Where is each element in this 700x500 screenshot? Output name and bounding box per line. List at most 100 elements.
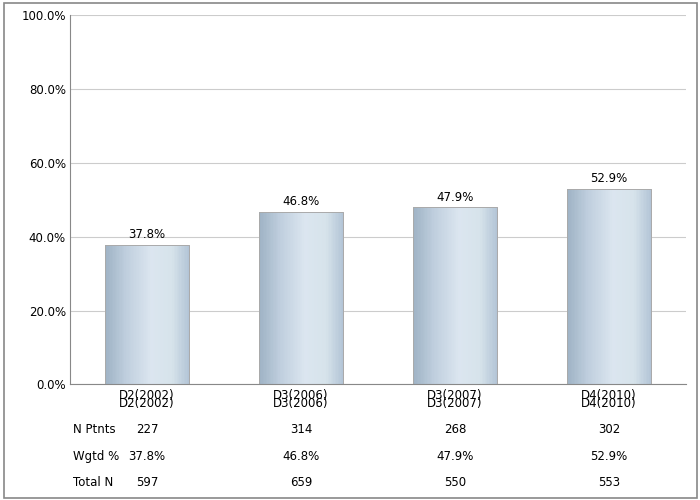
- Bar: [435, 208, 437, 384]
- Bar: [266, 212, 267, 384]
- Bar: [329, 212, 331, 384]
- Bar: [648, 189, 650, 384]
- Text: 37.8%: 37.8%: [128, 450, 166, 462]
- Bar: [274, 212, 276, 384]
- Bar: [188, 245, 190, 384]
- Bar: [293, 212, 295, 384]
- Bar: [634, 189, 636, 384]
- Bar: [480, 208, 482, 384]
- Bar: [594, 189, 595, 384]
- Bar: [483, 208, 485, 384]
- Bar: [336, 212, 338, 384]
- Bar: [623, 189, 625, 384]
- Bar: [185, 245, 187, 384]
- Bar: [312, 212, 314, 384]
- Bar: [157, 245, 159, 384]
- Bar: [638, 189, 640, 384]
- Bar: [631, 189, 634, 384]
- Bar: [186, 245, 188, 384]
- Bar: [575, 189, 577, 384]
- Bar: [308, 212, 310, 384]
- Bar: [132, 245, 133, 384]
- Bar: [168, 245, 170, 384]
- Bar: [445, 208, 447, 384]
- Bar: [484, 208, 486, 384]
- Bar: [314, 212, 316, 384]
- Bar: [269, 212, 270, 384]
- Bar: [169, 245, 172, 384]
- Bar: [619, 189, 621, 384]
- Bar: [294, 212, 296, 384]
- Text: D3(2006): D3(2006): [273, 397, 329, 410]
- Bar: [603, 189, 606, 384]
- Text: D3(2007): D3(2007): [427, 397, 483, 410]
- Bar: [123, 245, 125, 384]
- Bar: [592, 189, 594, 384]
- Text: 37.8%: 37.8%: [128, 228, 166, 241]
- Bar: [115, 245, 116, 384]
- Bar: [573, 189, 574, 384]
- Bar: [479, 208, 481, 384]
- Bar: [462, 208, 464, 384]
- Bar: [129, 245, 130, 384]
- Bar: [322, 212, 324, 384]
- Bar: [451, 208, 453, 384]
- Bar: [109, 245, 111, 384]
- Bar: [307, 212, 309, 384]
- Bar: [283, 212, 284, 384]
- Bar: [305, 212, 307, 384]
- Bar: [414, 208, 416, 384]
- Text: 47.9%: 47.9%: [436, 450, 474, 462]
- Text: 46.8%: 46.8%: [282, 450, 320, 462]
- Bar: [447, 208, 449, 384]
- Bar: [326, 212, 328, 384]
- Bar: [598, 189, 600, 384]
- Bar: [141, 245, 144, 384]
- Bar: [584, 189, 585, 384]
- Bar: [605, 189, 607, 384]
- Bar: [143, 245, 145, 384]
- Bar: [629, 189, 631, 384]
- Bar: [413, 208, 414, 384]
- Bar: [342, 212, 344, 384]
- Bar: [118, 245, 119, 384]
- Bar: [616, 189, 618, 384]
- Bar: [105, 245, 106, 384]
- Bar: [581, 189, 582, 384]
- Bar: [650, 189, 652, 384]
- Bar: [175, 245, 177, 384]
- Bar: [133, 245, 135, 384]
- Bar: [318, 212, 320, 384]
- Bar: [636, 189, 638, 384]
- Bar: [601, 189, 603, 384]
- Text: Wgtd %: Wgtd %: [73, 450, 119, 462]
- Text: 52.9%: 52.9%: [590, 172, 628, 186]
- Bar: [469, 208, 471, 384]
- Bar: [286, 212, 287, 384]
- Bar: [442, 208, 444, 384]
- Bar: [161, 245, 163, 384]
- Bar: [148, 245, 150, 384]
- Bar: [567, 189, 652, 384]
- Text: N Ptnts: N Ptnts: [73, 424, 116, 436]
- Bar: [626, 189, 628, 384]
- Bar: [111, 245, 112, 384]
- Bar: [608, 189, 610, 384]
- Bar: [645, 189, 648, 384]
- Bar: [620, 189, 622, 384]
- Bar: [585, 189, 587, 384]
- Bar: [489, 208, 491, 384]
- Bar: [181, 245, 183, 384]
- Bar: [126, 245, 127, 384]
- Text: 597: 597: [136, 476, 158, 489]
- Bar: [433, 208, 434, 384]
- Text: D2(2002): D2(2002): [119, 397, 175, 410]
- Bar: [270, 212, 272, 384]
- Bar: [589, 189, 591, 384]
- Bar: [105, 245, 189, 384]
- Bar: [452, 208, 454, 384]
- Bar: [167, 245, 169, 384]
- Bar: [290, 212, 292, 384]
- Bar: [260, 212, 262, 384]
- Bar: [311, 212, 313, 384]
